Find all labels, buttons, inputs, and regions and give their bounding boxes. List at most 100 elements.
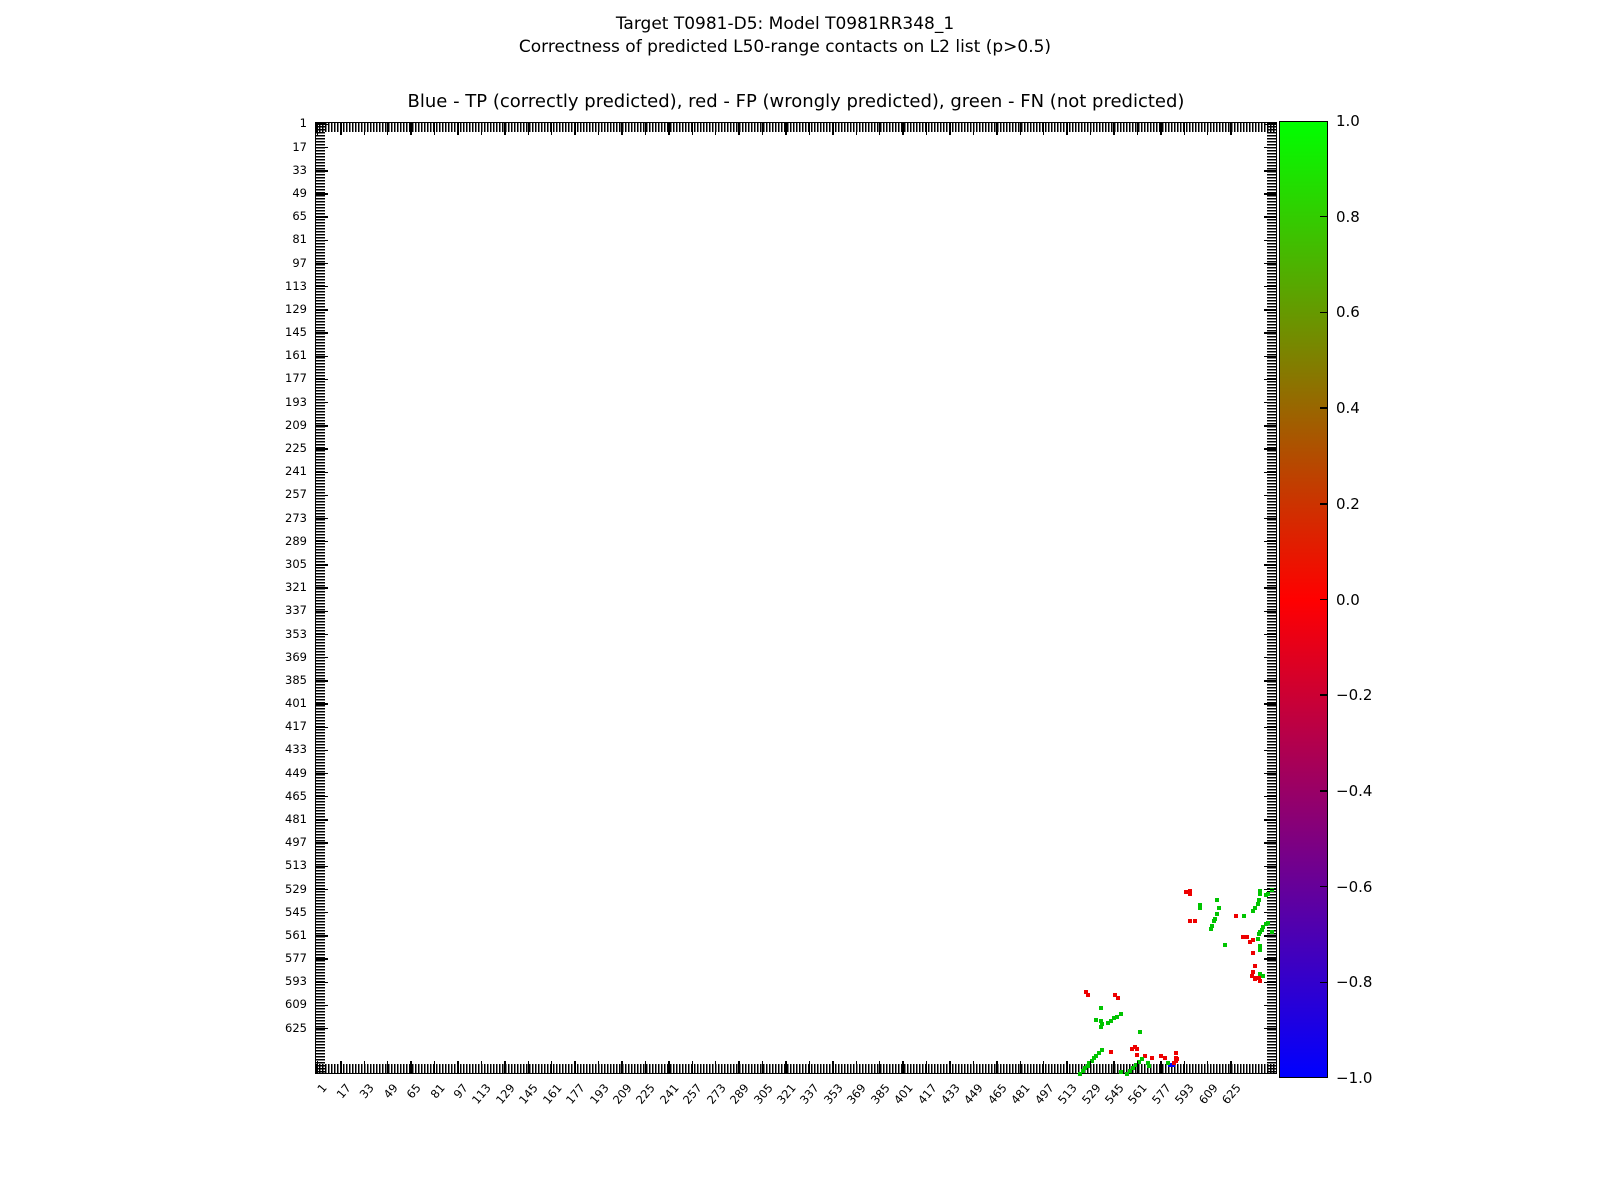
major-tick — [832, 123, 834, 135]
major-tick — [316, 355, 328, 357]
scatter-point — [1116, 996, 1121, 1001]
scatter-point — [1255, 936, 1260, 941]
scatter-point — [1233, 913, 1238, 918]
major-tick — [1264, 1027, 1276, 1030]
colorbar-tick — [1320, 598, 1327, 601]
y-tick-label: 145 — [285, 325, 307, 340]
major-tick — [597, 123, 600, 135]
y-tick-label: 193 — [285, 394, 307, 409]
major-tick — [1230, 1061, 1232, 1073]
colorbar-tick-label: 0.4 — [1336, 399, 1360, 418]
scatter-point — [1085, 993, 1090, 998]
scatter-point — [1147, 1064, 1152, 1069]
scatter-point — [1131, 1065, 1136, 1070]
colorbar-tick — [1320, 694, 1327, 696]
major-tick — [1089, 123, 1092, 135]
major-tick — [1264, 286, 1276, 288]
scatter-point — [1240, 935, 1245, 940]
major-tick — [761, 1061, 764, 1073]
major-tick — [1264, 656, 1276, 659]
scatter-point — [1242, 913, 1247, 918]
major-tick — [1264, 1004, 1276, 1007]
colorbar-tick-label: 0.8 — [1336, 207, 1360, 226]
scatter-point — [1251, 951, 1256, 956]
major-tick — [1264, 633, 1276, 636]
major-tick — [1043, 123, 1045, 135]
major-tick — [433, 123, 436, 135]
colorbar-tick-label: −0.6 — [1336, 877, 1373, 896]
major-tick — [949, 123, 951, 135]
major-tick — [1264, 170, 1276, 172]
major-tick — [1264, 958, 1276, 960]
y-tick-label: 529 — [285, 881, 307, 896]
y-tick-label: 113 — [285, 278, 307, 293]
major-tick — [1264, 541, 1276, 543]
major-tick — [785, 1061, 787, 1073]
major-tick — [1264, 425, 1276, 427]
colorbar — [1279, 121, 1328, 1078]
y-tick-label: 177 — [285, 371, 307, 386]
major-tick — [410, 1061, 412, 1073]
major-tick — [551, 1061, 553, 1073]
major-tick — [316, 587, 328, 589]
colorbar-tick-label: −1.0 — [1336, 1069, 1373, 1087]
major-tick — [621, 1061, 623, 1073]
major-tick — [1264, 796, 1276, 798]
scatter-point — [1136, 1059, 1141, 1064]
major-tick — [1207, 1061, 1209, 1073]
scatter-point — [1135, 1052, 1140, 1057]
y-tick-label: 497 — [285, 835, 307, 850]
major-tick — [1136, 123, 1139, 135]
scatter-point — [1100, 1022, 1105, 1027]
y-tick-label: 593 — [285, 974, 307, 989]
major-tick — [1264, 355, 1276, 357]
major-tick — [1264, 610, 1276, 612]
major-tick — [996, 1061, 998, 1073]
y-tick-label: 17 — [292, 139, 307, 154]
major-tick — [316, 378, 328, 381]
scatter-point — [1163, 1055, 1168, 1060]
colorbar-tick-label: 0.0 — [1336, 590, 1360, 609]
y-tick-label: 433 — [285, 742, 307, 757]
major-tick — [363, 123, 365, 135]
scatter-point — [1150, 1055, 1155, 1060]
major-tick — [316, 749, 328, 752]
colorbar-tick — [1320, 215, 1327, 218]
major-tick — [316, 309, 328, 311]
major-tick — [527, 1061, 529, 1073]
y-tick-label: 401 — [285, 696, 307, 711]
y-tick-label: 81 — [292, 232, 307, 247]
major-tick — [316, 425, 328, 427]
major-tick — [316, 332, 328, 334]
major-tick — [1264, 216, 1276, 218]
major-tick — [1264, 401, 1276, 404]
scatter-point — [1158, 1054, 1163, 1059]
major-tick — [316, 146, 328, 149]
major-tick — [316, 842, 328, 844]
scatter-point — [1119, 1070, 1124, 1075]
scatter-point — [1198, 906, 1203, 911]
scatter-point — [1210, 923, 1215, 928]
y-tick-label: 257 — [285, 487, 307, 502]
scatter-point — [1258, 971, 1263, 976]
major-tick — [996, 123, 998, 135]
major-tick — [1207, 123, 1209, 135]
colorbar-tick — [1320, 311, 1327, 314]
scatter-point — [1081, 1068, 1086, 1073]
major-tick — [1264, 193, 1276, 195]
y-tick-label: 625 — [285, 1020, 307, 1035]
major-tick — [316, 1027, 328, 1030]
major-tick — [1264, 772, 1276, 775]
major-tick — [316, 262, 328, 265]
scatter-point — [1128, 1068, 1133, 1073]
scatter-point — [1188, 919, 1193, 924]
major-tick — [1066, 1061, 1068, 1073]
y-tick-label: 305 — [285, 556, 307, 571]
scatter-point — [1100, 1048, 1105, 1053]
scatter-point — [1125, 1071, 1130, 1076]
major-tick — [1264, 494, 1276, 497]
figure-title-line2: Correctness of predicted L50-range conta… — [518, 37, 1052, 57]
scatter-point — [1258, 891, 1263, 896]
scatter-point — [1173, 1051, 1178, 1056]
